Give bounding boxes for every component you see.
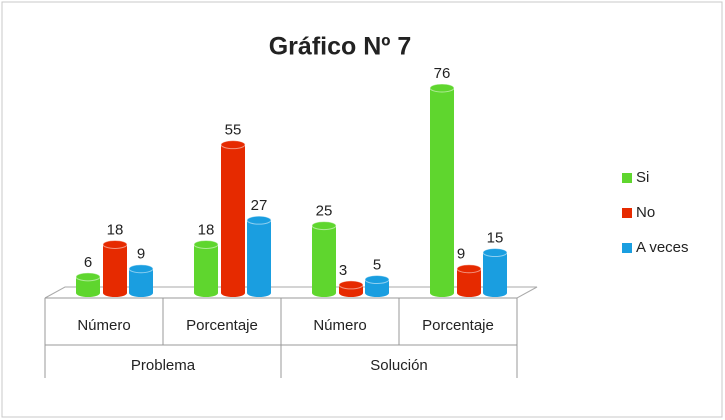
bar-top: [220, 140, 246, 150]
legend-label: Si: [636, 169, 649, 186]
x-group-label: Problema: [131, 357, 196, 374]
bar-top: [456, 264, 482, 274]
legend-swatch: [622, 208, 632, 218]
bar: [312, 225, 336, 297]
bar-top: [246, 215, 272, 225]
bar-top: [128, 264, 154, 274]
x-tick-label: Número: [77, 317, 130, 334]
x-tick-label: Porcentaje: [186, 317, 258, 334]
bar-top: [364, 275, 390, 285]
data-label: 18: [198, 221, 215, 238]
bar: [247, 220, 271, 297]
bar: [457, 268, 481, 297]
bar-top: [311, 221, 337, 231]
bar: [194, 244, 218, 297]
data-label: 27: [251, 197, 268, 214]
data-label: 3: [339, 262, 347, 279]
data-label: 6: [84, 254, 92, 271]
bar-top: [482, 248, 508, 258]
chart-title: Gráfico Nº 7: [269, 33, 412, 61]
bar: [76, 276, 100, 297]
legend-swatch: [622, 173, 632, 183]
bar: [365, 279, 389, 297]
bar-top: [75, 272, 101, 282]
data-label: 76: [434, 65, 451, 82]
x-tick-label: Número: [313, 317, 366, 334]
data-label: 25: [316, 203, 333, 220]
bar: [483, 252, 507, 297]
legend-swatch: [622, 243, 632, 253]
x-tick-label: Porcentaje: [422, 317, 494, 334]
legend-label: No: [636, 204, 655, 221]
bar-top: [338, 280, 364, 290]
bar: [129, 268, 153, 297]
data-label: 9: [137, 246, 145, 263]
x-group-label: Solución: [370, 357, 428, 374]
bar-top: [193, 239, 219, 249]
bar: [103, 244, 127, 297]
data-label: 18: [107, 221, 124, 238]
data-label: 5: [373, 256, 381, 273]
bar: [221, 144, 245, 297]
data-label: 15: [487, 230, 504, 247]
bar-top: [429, 83, 455, 93]
data-label: 55: [225, 122, 242, 139]
legend-label: A veces: [636, 239, 689, 256]
bar-top: [102, 239, 128, 249]
data-label: 9: [457, 246, 465, 263]
bar: [430, 88, 454, 297]
